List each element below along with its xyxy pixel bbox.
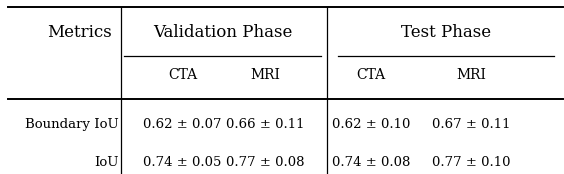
Text: Metrics: Metrics [47,24,112,41]
Text: 0.62 ± 0.07: 0.62 ± 0.07 [143,118,222,131]
Text: 0.77 ± 0.10: 0.77 ± 0.10 [432,156,510,169]
Text: Test Phase: Test Phase [401,24,491,41]
Text: CTA: CTA [168,68,197,82]
Text: 0.62 ± 0.10: 0.62 ± 0.10 [332,118,411,131]
Text: 0.74 ± 0.08: 0.74 ± 0.08 [332,156,411,169]
Text: Boundary IoU: Boundary IoU [25,118,118,131]
Text: 0.66 ± 0.11: 0.66 ± 0.11 [227,118,305,131]
Text: MRI: MRI [456,68,486,82]
Text: MRI: MRI [251,68,281,82]
Text: 0.77 ± 0.08: 0.77 ± 0.08 [227,156,305,169]
Text: 0.74 ± 0.05: 0.74 ± 0.05 [143,156,222,169]
Text: CTA: CTA [356,68,386,82]
Text: 0.67 ± 0.11: 0.67 ± 0.11 [432,118,510,131]
Text: Validation Phase: Validation Phase [153,24,292,41]
Text: IoU: IoU [94,156,118,169]
